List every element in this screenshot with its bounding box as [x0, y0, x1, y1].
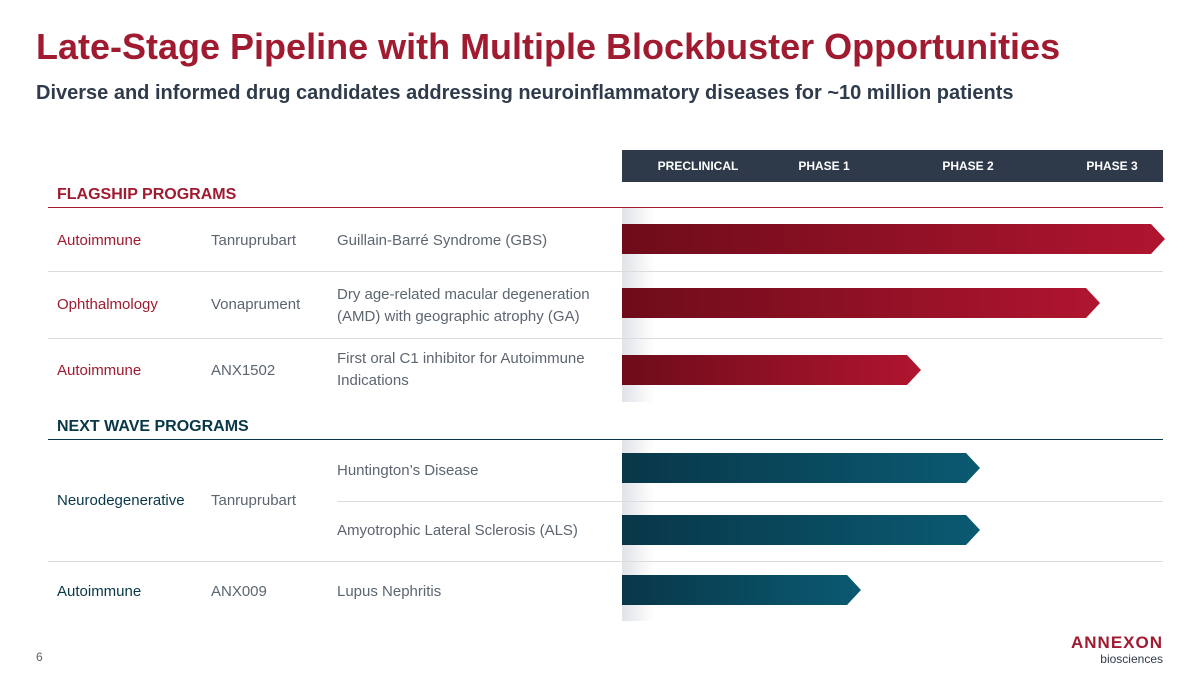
flagship-area-1: Autoimmune	[57, 232, 142, 249]
flagship-section-title: FLAGSHIP PROGRAMS	[57, 186, 237, 203]
logo-brand: ANNEXON	[1070, 633, 1163, 652]
next-wave-indication-1a: Huntington’s Disease	[337, 462, 479, 479]
next-wave-indication-1b: Amyotrophic Lateral Sclerosis (ALS)	[337, 522, 578, 539]
flagship-drug-2: Vonaprument	[211, 296, 301, 313]
flagship-progress-bar-2	[622, 288, 1100, 318]
row-divider	[48, 271, 1163, 272]
flagship-area-2: Ophthalmology	[57, 296, 158, 313]
flagship-area-3: Autoimmune	[57, 362, 142, 379]
next-wave-area-2: Autoimmune	[57, 583, 142, 600]
page-title: Late-Stage Pipeline with Multiple Blockb…	[36, 26, 1061, 67]
page-subtitle: Diverse and informed drug candidates add…	[36, 82, 1014, 104]
row-divider	[337, 501, 1163, 502]
progress-arrow	[622, 224, 1165, 254]
flagship-indication-2-line-2: (AMD) with geographic atrophy (GA)	[337, 308, 580, 325]
next-wave-progress-bar-1b	[622, 515, 980, 545]
company-logo: ANNEXON biosciences	[1070, 633, 1163, 667]
flagship-indication-1: Guillain-Barré Syndrome (GBS)	[337, 232, 548, 249]
next-wave-divider	[48, 439, 1163, 440]
flagship-drug-1: Tanruprubart	[211, 232, 297, 249]
progress-arrow	[622, 355, 921, 385]
progress-arrow	[622, 453, 980, 483]
flagship-progress-bar-1	[622, 224, 1165, 254]
flagship-indication-2-line-1: Dry age-related macular degeneration	[337, 286, 590, 303]
next-wave-drug-1: Tanruprubart	[211, 492, 297, 509]
logo-subtitle: biosciences	[1100, 652, 1163, 666]
flagship-indication-3-line-1: First oral C1 inhibitor for Autoimmune	[337, 350, 585, 367]
progress-arrow	[622, 575, 861, 605]
phase-label-phase-3: PHASE 3	[1086, 159, 1138, 173]
next-wave-progress-bar-1a	[622, 453, 980, 483]
phase-label-preclinical: PRECLINICAL	[657, 159, 739, 173]
flagship-indication-3-line-2: Indications	[337, 372, 409, 389]
next-wave-indication-2: Lupus Nephritis	[337, 583, 442, 600]
next-wave-drug-2: ANX009	[211, 583, 267, 600]
row-divider	[48, 561, 1163, 562]
next-wave-progress-bar-2	[622, 575, 861, 605]
progress-arrow	[622, 288, 1100, 318]
flagship-drug-3: ANX1502	[211, 362, 276, 379]
phase-label-phase-2: PHASE 2	[942, 159, 994, 173]
phase-label-phase-1: PHASE 1	[798, 159, 850, 173]
flagship-divider	[48, 207, 1163, 208]
next-wave-section-title: NEXT WAVE PROGRAMS	[57, 418, 249, 435]
next-wave-area-1: Neurodegenerative	[57, 492, 185, 509]
page-number: 6	[36, 650, 43, 664]
flagship-progress-bar-3	[622, 355, 921, 385]
row-divider	[48, 338, 1163, 339]
progress-arrow	[622, 515, 980, 545]
phase-header: PRECLINICAL PHASE 1 PHASE 2 PHASE 3	[622, 150, 1163, 182]
